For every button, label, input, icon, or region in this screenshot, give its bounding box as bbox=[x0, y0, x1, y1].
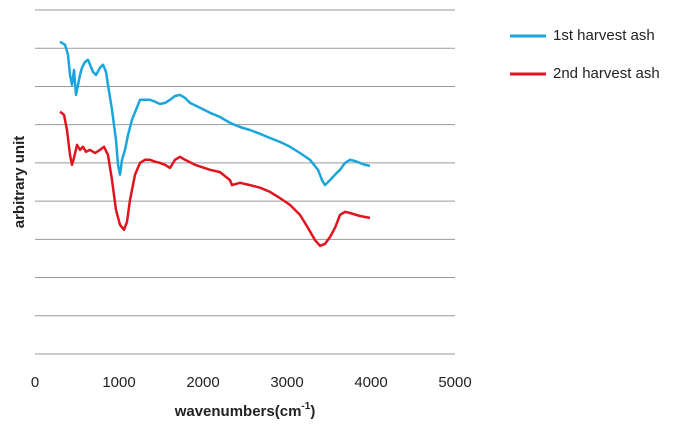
x-axis-title-superscript: -1 bbox=[301, 401, 310, 412]
legend-label: 2nd harvest ash bbox=[553, 65, 660, 82]
x-axis-title-part: wavenumbers(cm bbox=[174, 403, 302, 420]
y-axis-title: arbitrary unit bbox=[11, 136, 28, 229]
x-axis-title-part: ) bbox=[310, 403, 315, 420]
legend-label: 1st harvest ash bbox=[553, 27, 655, 44]
series-line bbox=[59, 40, 371, 187]
x-tick-label: 3000 bbox=[270, 374, 303, 391]
series-line bbox=[59, 110, 371, 248]
x-tick-label: 0 bbox=[31, 374, 39, 391]
x-tick-label: 1000 bbox=[102, 374, 135, 391]
x-axis-title: wavenumbers(cm-1) bbox=[174, 401, 316, 420]
x-tick-label: 2000 bbox=[186, 374, 219, 391]
x-tick-label: 5000 bbox=[438, 374, 471, 391]
x-tick-label: 4000 bbox=[354, 374, 387, 391]
